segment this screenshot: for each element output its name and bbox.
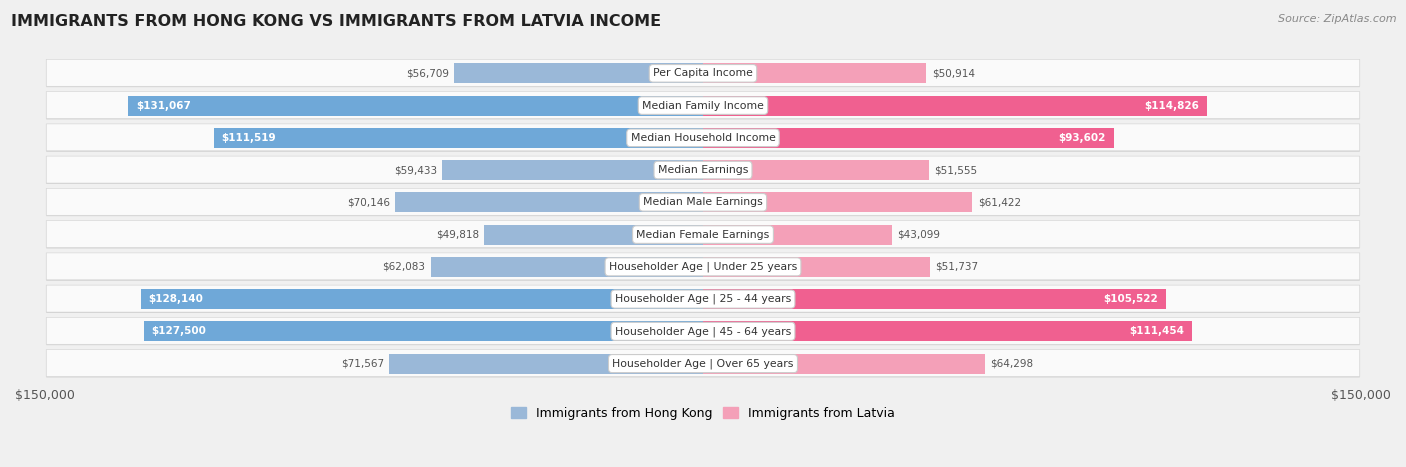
Bar	[430, 257, 703, 277]
FancyBboxPatch shape	[46, 220, 1360, 248]
Bar	[703, 257, 929, 277]
Text: $71,567: $71,567	[340, 359, 384, 368]
Bar	[703, 289, 1166, 309]
FancyBboxPatch shape	[46, 125, 1360, 152]
FancyBboxPatch shape	[46, 285, 1360, 312]
Bar	[485, 225, 703, 245]
FancyBboxPatch shape	[46, 189, 1360, 216]
Text: $105,522: $105,522	[1104, 294, 1159, 304]
Bar	[443, 160, 703, 180]
Text: $128,140: $128,140	[149, 294, 204, 304]
FancyBboxPatch shape	[46, 92, 1360, 120]
Text: Median Male Earnings: Median Male Earnings	[643, 198, 763, 207]
FancyBboxPatch shape	[46, 157, 1360, 184]
Text: Median Female Earnings: Median Female Earnings	[637, 230, 769, 240]
Text: $111,454: $111,454	[1129, 326, 1184, 336]
FancyBboxPatch shape	[46, 221, 1360, 248]
Text: $62,083: $62,083	[382, 262, 426, 272]
FancyBboxPatch shape	[46, 253, 1360, 280]
Text: Householder Age | 25 - 44 years: Householder Age | 25 - 44 years	[614, 294, 792, 304]
Bar	[389, 354, 703, 374]
Text: Householder Age | Over 65 years: Householder Age | Over 65 years	[612, 358, 794, 369]
Text: Householder Age | Under 25 years: Householder Age | Under 25 years	[609, 262, 797, 272]
FancyBboxPatch shape	[46, 350, 1360, 376]
Text: $43,099: $43,099	[897, 230, 941, 240]
FancyBboxPatch shape	[46, 318, 1360, 344]
FancyBboxPatch shape	[46, 188, 1360, 215]
Text: $56,709: $56,709	[406, 68, 449, 78]
Bar	[703, 96, 1206, 115]
Text: IMMIGRANTS FROM HONG KONG VS IMMIGRANTS FROM LATVIA INCOME: IMMIGRANTS FROM HONG KONG VS IMMIGRANTS …	[11, 14, 661, 29]
Bar	[128, 96, 703, 115]
Text: $93,602: $93,602	[1059, 133, 1105, 143]
Bar	[143, 321, 703, 341]
Text: Per Capita Income: Per Capita Income	[652, 68, 754, 78]
FancyBboxPatch shape	[46, 350, 1360, 377]
Bar	[703, 225, 891, 245]
Text: $70,146: $70,146	[347, 198, 389, 207]
Legend: Immigrants from Hong Kong, Immigrants from Latvia: Immigrants from Hong Kong, Immigrants fr…	[506, 402, 900, 425]
Text: $61,422: $61,422	[977, 198, 1021, 207]
Bar	[454, 64, 703, 83]
Text: $51,555: $51,555	[935, 165, 977, 175]
Bar	[395, 192, 703, 212]
Bar	[703, 64, 927, 83]
Text: Householder Age | 45 - 64 years: Householder Age | 45 - 64 years	[614, 326, 792, 337]
Bar	[141, 289, 703, 309]
Text: $51,737: $51,737	[935, 262, 979, 272]
Bar	[703, 128, 1114, 148]
FancyBboxPatch shape	[46, 318, 1360, 345]
FancyBboxPatch shape	[46, 254, 1360, 281]
Bar	[703, 160, 929, 180]
FancyBboxPatch shape	[46, 124, 1360, 151]
Text: $49,818: $49,818	[436, 230, 479, 240]
Text: $50,914: $50,914	[932, 68, 974, 78]
Text: Median Family Income: Median Family Income	[643, 100, 763, 111]
Text: $64,298: $64,298	[990, 359, 1033, 368]
Text: Source: ZipAtlas.com: Source: ZipAtlas.com	[1278, 14, 1396, 24]
Text: $114,826: $114,826	[1144, 100, 1199, 111]
Text: Median Earnings: Median Earnings	[658, 165, 748, 175]
Text: $111,519: $111,519	[222, 133, 276, 143]
Bar	[703, 354, 986, 374]
FancyBboxPatch shape	[46, 59, 1360, 86]
FancyBboxPatch shape	[46, 286, 1360, 313]
FancyBboxPatch shape	[46, 60, 1360, 87]
Text: $59,433: $59,433	[394, 165, 437, 175]
FancyBboxPatch shape	[46, 92, 1360, 119]
Text: $131,067: $131,067	[136, 100, 191, 111]
Bar	[703, 192, 973, 212]
Bar	[214, 128, 703, 148]
Text: $127,500: $127,500	[152, 326, 207, 336]
FancyBboxPatch shape	[46, 156, 1360, 183]
Text: Median Household Income: Median Household Income	[630, 133, 776, 143]
Bar	[703, 321, 1192, 341]
